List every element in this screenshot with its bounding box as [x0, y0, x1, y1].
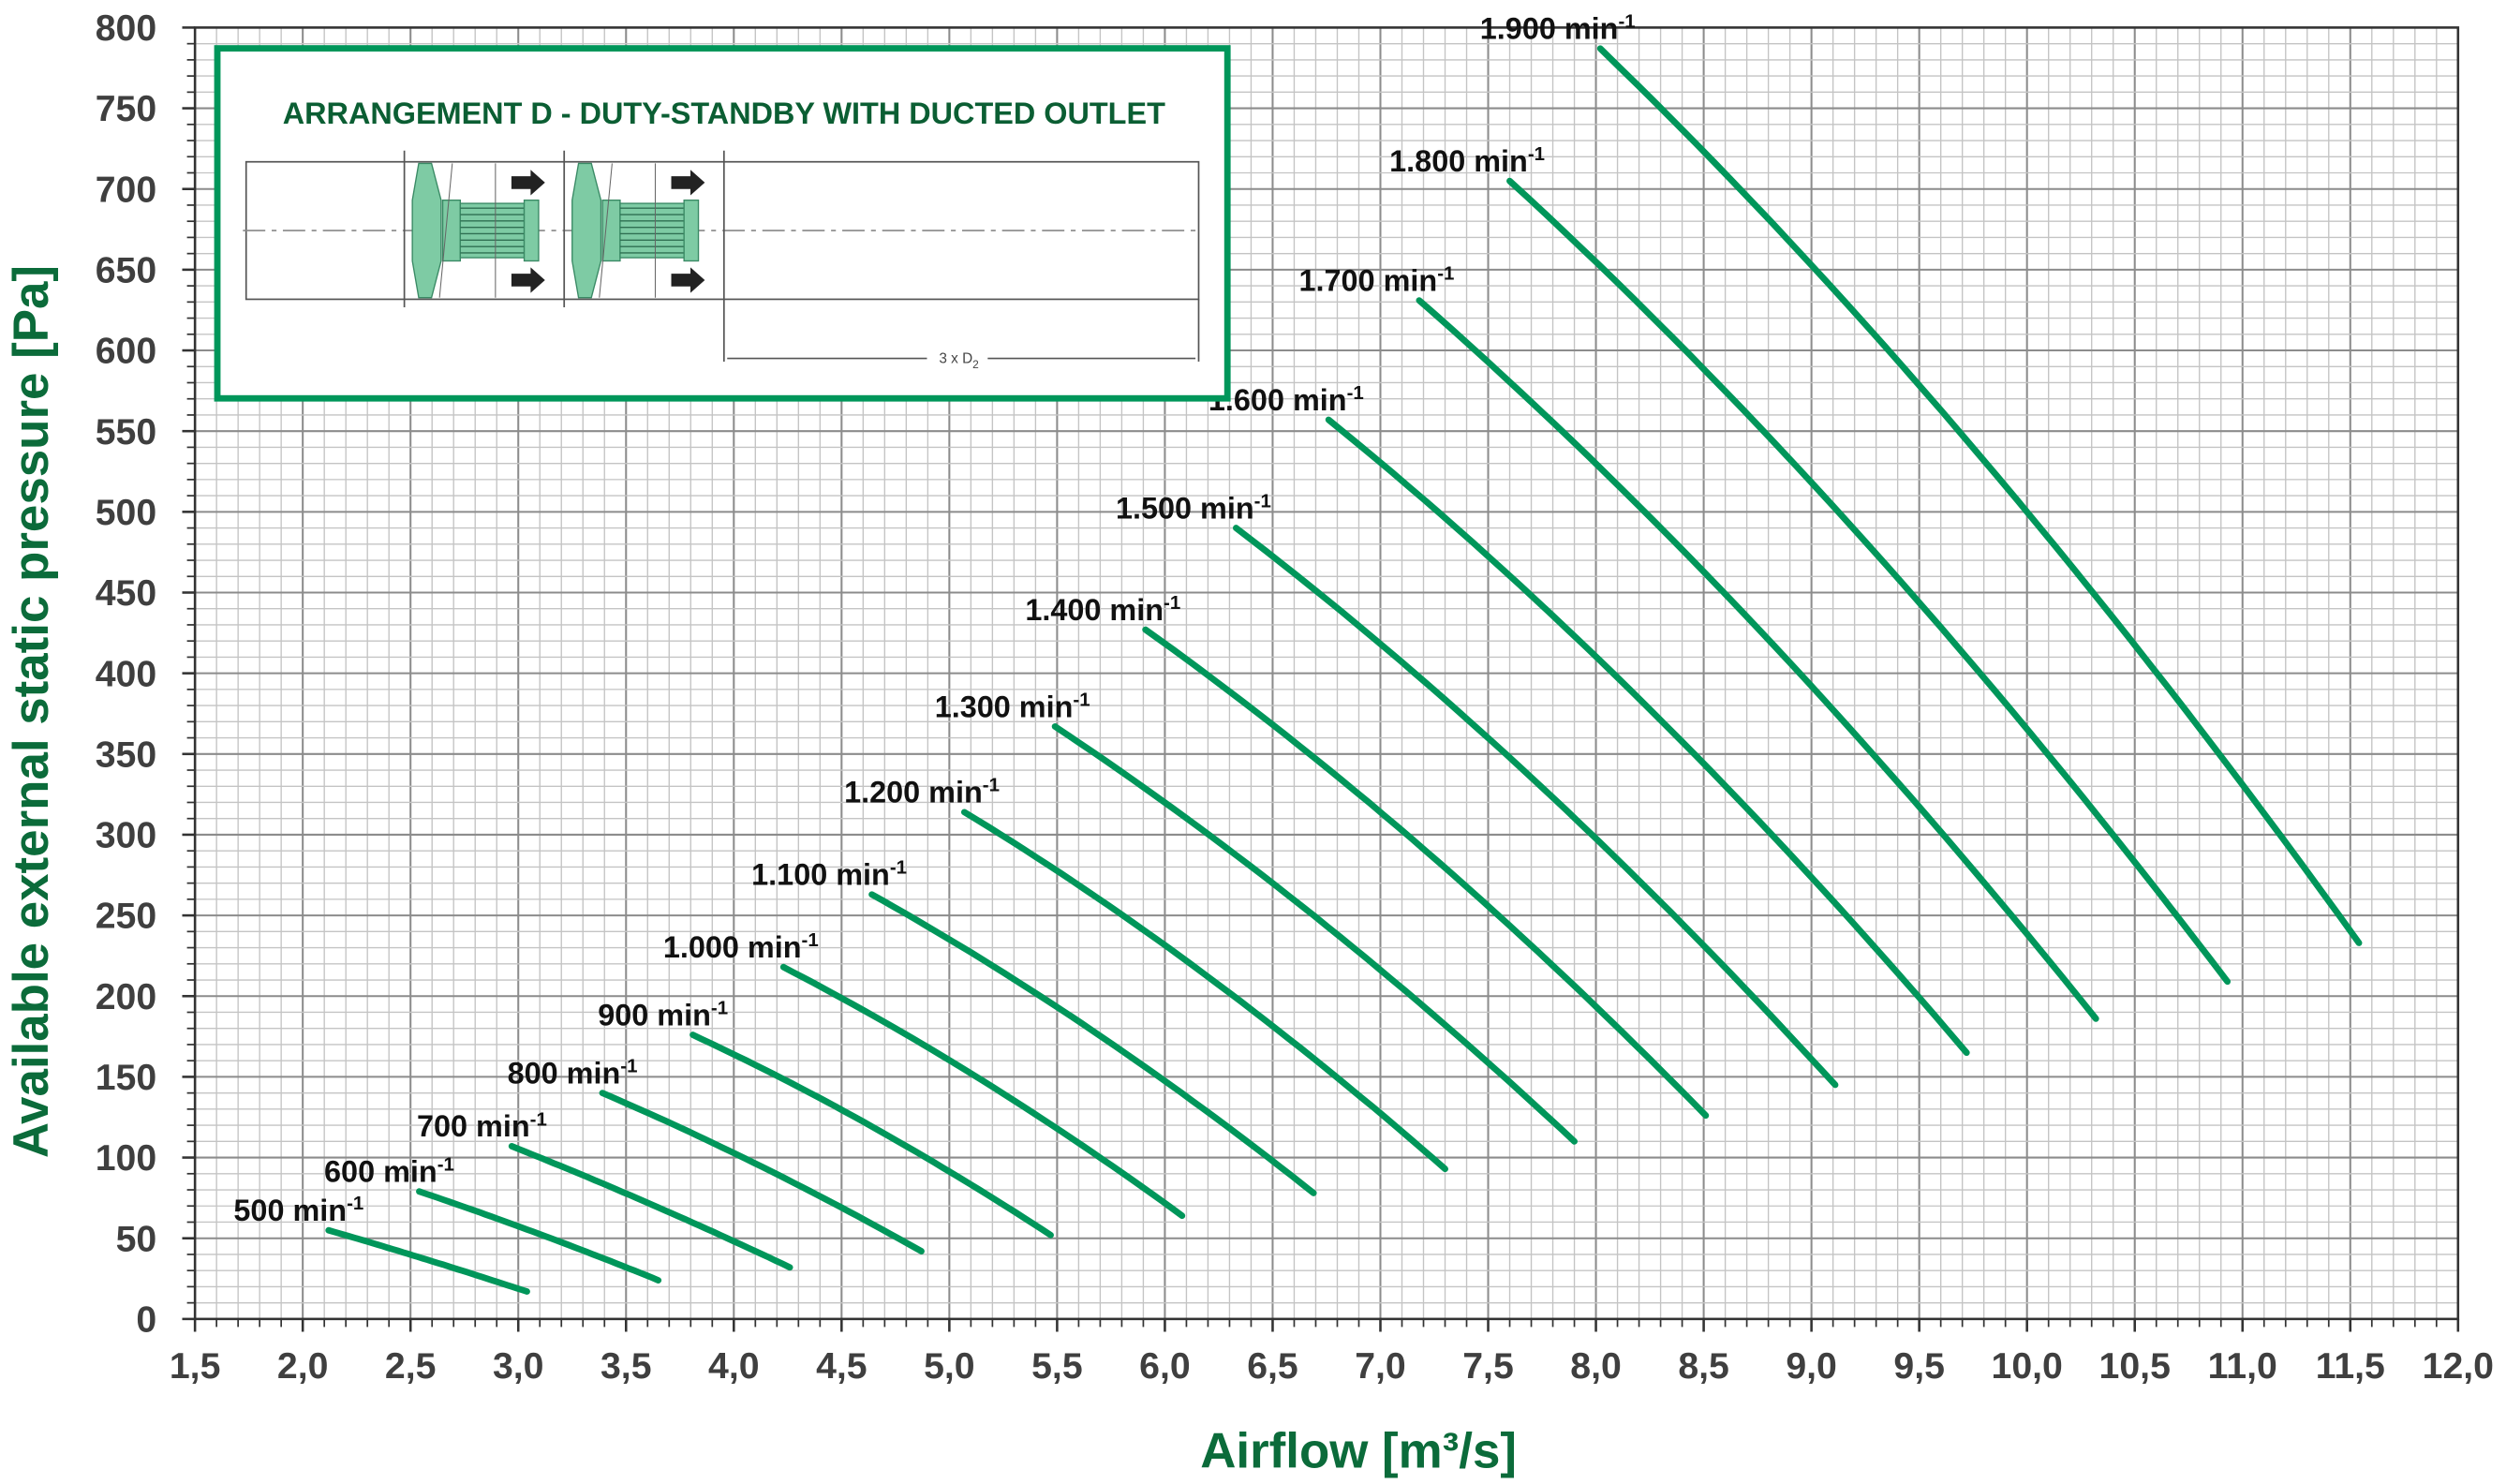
impeller-icon: [411, 162, 442, 299]
curve-label: 1.500 min-1: [1116, 490, 1271, 525]
curve-label: 1.200 min-1: [844, 775, 1000, 809]
curve-label: 1.400 min-1: [1025, 592, 1180, 627]
y-tick-label: 0: [136, 1299, 156, 1341]
curve-label: 700 min-1: [417, 1108, 547, 1143]
fan-unit: [571, 162, 705, 299]
arrangement-inset: ARRANGEMENT D - DUTY-STANDBY WITH DUCTED…: [214, 45, 1231, 402]
curve-5001-rpm: [325, 1226, 530, 1295]
curve-label: 1.000 min-1: [663, 929, 819, 964]
curve-16001-rpm: [1325, 416, 1970, 1057]
dimension-label: 3 x D2: [939, 351, 979, 371]
x-tick-label: 3,0: [493, 1345, 544, 1387]
x-tick-label: 3,5: [601, 1345, 652, 1387]
curve-label: 1.800 min-1: [1389, 143, 1545, 178]
x-tick-label: 8,5: [1678, 1345, 1729, 1387]
motor-endcap: [683, 199, 700, 262]
x-tick-label: 5,0: [924, 1345, 975, 1387]
inlet-cone-line: [599, 163, 613, 298]
y-tick-label: 550: [96, 411, 156, 453]
x-tick-label: 7,5: [1462, 1345, 1514, 1387]
motor-flange: [441, 199, 462, 262]
motor-body: [619, 202, 685, 259]
curve-label: 1.700 min-1: [1299, 262, 1455, 297]
curve-6001-rpm: [416, 1188, 662, 1284]
curve-label: 900 min-1: [598, 997, 728, 1031]
x-tick-label: 1,5: [170, 1345, 221, 1387]
y-tick-label: 50: [116, 1218, 157, 1259]
y-tick-label: 700: [96, 169, 156, 210]
y-axis-title: Available external static pressure [Pa]: [4, 265, 59, 1158]
x-tick-label: 11,5: [2316, 1345, 2385, 1387]
curve-12001-rpm: [960, 809, 1448, 1173]
x-tick-label: 6,5: [1247, 1345, 1298, 1387]
x-tick-label: 5,5: [1031, 1345, 1083, 1387]
x-tick-label: 8,0: [1570, 1345, 1622, 1387]
x-tick-label: 12,0: [2423, 1345, 2494, 1387]
airflow-arrow-icon: [671, 170, 705, 196]
y-tick-label: 250: [96, 896, 156, 937]
curve-8001-rpm: [599, 1090, 925, 1254]
fan-unit: [411, 162, 545, 299]
curve-7001-rpm: [508, 1143, 793, 1271]
x-tick-label: 10,0: [1992, 1345, 2063, 1387]
curve-10001-rpm: [779, 963, 1186, 1220]
curve-14001-rpm: [1142, 626, 1710, 1120]
impeller-icon: [571, 162, 602, 299]
curve-label: 1.100 min-1: [751, 857, 907, 892]
curve-labels: 500 min-1 600 min-1 700 min-1 800 min-1 900 …: [233, 11, 1635, 1227]
curve-label: 1.600 min-1: [1209, 382, 1364, 417]
curve-9001-rpm: [690, 1031, 1054, 1239]
x-tick-label: 11,0: [2208, 1345, 2277, 1387]
curve-label: 800 min-1: [508, 1055, 638, 1090]
curves: [325, 45, 2363, 1295]
curve-17001-rpm: [1416, 297, 2099, 1022]
y-tick-label: 600: [96, 331, 156, 372]
y-tick-label: 350: [96, 734, 156, 775]
x-tick-label: 6,0: [1139, 1345, 1191, 1387]
y-tick-label: 200: [96, 976, 156, 1017]
x-tick-label: 4,5: [816, 1345, 867, 1387]
curve-18001-rpm: [1506, 177, 2232, 986]
y-tick-label: 100: [96, 1137, 156, 1179]
airflow-arrow-icon: [511, 170, 545, 196]
curve-label: 1.300 min-1: [935, 689, 1090, 723]
curve-15001-rpm: [1233, 525, 1839, 1089]
y-tick-label: 500: [96, 492, 156, 533]
grid: [194, 26, 2459, 1320]
motor-body: [459, 202, 526, 259]
x-axis-title: Airflow [m³/s]: [1200, 1424, 1517, 1479]
y-tick-label: 400: [96, 653, 156, 694]
x-tick-label: 10,5: [2099, 1345, 2171, 1387]
y-tick-label: 150: [96, 1057, 156, 1098]
inlet-cone-line: [438, 163, 453, 298]
motor-endcap: [523, 199, 540, 262]
curve-13001-rpm: [1051, 723, 1578, 1145]
y-tick-label: 450: [96, 572, 156, 614]
curve-label: 600 min-1: [324, 1154, 454, 1189]
curve-11001-rpm: [868, 891, 1317, 1196]
curve-19001-rpm: [1596, 45, 2363, 946]
y-tick-label: 800: [96, 7, 156, 49]
curve-label: 1.900 min-1: [1480, 11, 1636, 46]
x-tick-label: 7,0: [1355, 1345, 1406, 1387]
duct-diagram: [243, 150, 1202, 362]
x-tick-label: 4,0: [708, 1345, 760, 1387]
motor-flange: [601, 199, 621, 262]
inset-title: ARRANGEMENT D - DUTY-STANDBY WITH DUCTED…: [283, 96, 1165, 130]
x-tick-label: 2,0: [277, 1345, 329, 1387]
x-tick-label: 2,5: [385, 1345, 437, 1387]
y-tick-label: 650: [96, 250, 156, 291]
y-tick-label: 300: [96, 815, 156, 856]
x-tick-label: 9,0: [1786, 1345, 1837, 1387]
y-tick-label: 750: [96, 88, 156, 129]
inset-frame: [214, 45, 1231, 402]
axes: 1,5 2,0 2,5 3,0 3,5 4,0 4,5 5,0 5,5 6,0 6,5 7,0 7,5 8…: [96, 7, 2494, 1387]
curve-label: 500 min-1: [233, 1193, 363, 1227]
x-tick-label: 9,5: [1893, 1345, 1945, 1387]
fan-units: [411, 162, 705, 299]
